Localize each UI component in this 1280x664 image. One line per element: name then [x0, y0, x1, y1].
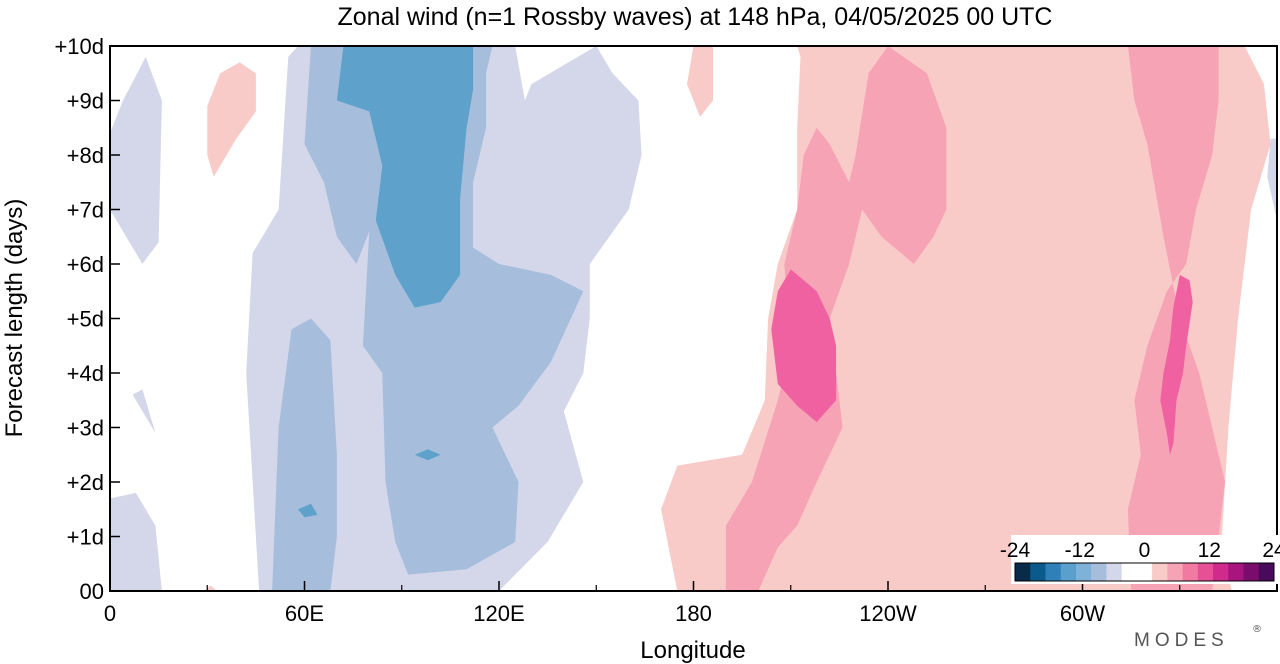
contour-region-pos1-1: [207, 62, 256, 177]
colorbar-swatch-5: [1091, 563, 1107, 581]
modes-watermark: MODES: [1134, 630, 1229, 651]
y-tick-label-6: +6d: [67, 252, 104, 277]
colorbar-swatch-13: [1213, 563, 1229, 581]
x-axis-title: Longitude: [640, 637, 745, 664]
contour-region-neg1-4: [1267, 138, 1277, 221]
plot-area: 0 60E 120E 180 120W 60W 00 +1d +2d +3d +4d +5d +6d +…: [54, 34, 1278, 626]
x-tick-label-4: 120W: [859, 601, 917, 626]
colorbar-label-4: 24: [1262, 539, 1280, 562]
colorbar-frame: [1014, 562, 1275, 582]
colorbar-swatch-6: [1106, 563, 1122, 581]
colorbar-swatch-8: [1136, 563, 1153, 581]
colorbar-label-3: 12: [1198, 539, 1221, 562]
x-tick-label-1: 60E: [285, 601, 324, 626]
contour-region-neg1-1: [110, 56, 162, 265]
registered-mark-icon: ®: [1252, 624, 1262, 635]
colorbar-swatch-4: [1075, 563, 1092, 581]
contour-region-neg3-1: [298, 503, 318, 518]
y-tick-label-7: +7d: [67, 198, 104, 223]
contour-fills: [110, 46, 1277, 591]
colorbar-swatch-1: [1030, 563, 1046, 581]
colorbar-label-0: -24: [1000, 539, 1031, 562]
y-tick-label-10: +10d: [54, 34, 104, 59]
y-axis-title: Forecast length (days): [1, 199, 28, 438]
colorbar-swatch-3: [1060, 563, 1077, 581]
colorbar-swatch-10: [1167, 563, 1183, 581]
colorbar: -24 -12 0 12 24: [1000, 535, 1280, 584]
colorbar-swatch-15: [1243, 563, 1260, 581]
contour-region-pos2-0: [725, 46, 947, 591]
y-tick-label-3: +3d: [67, 416, 104, 441]
colorbar-swatch-0: [1015, 563, 1031, 581]
colorbar-swatch-16: [1258, 563, 1275, 581]
contour-region-pos3-0: [771, 269, 837, 423]
contour-region-pos1-3: [680, 46, 713, 117]
x-tick-label-0: 0: [104, 601, 116, 626]
colorbar-swatch-14: [1228, 563, 1244, 581]
y-tick-label-8: +8d: [67, 143, 104, 168]
contour-region-neg3-0: [336, 46, 474, 308]
y-tick-label-5: +5d: [67, 307, 104, 332]
colorbar-swatch-11: [1182, 563, 1199, 581]
colorbar-label-2: 0: [1139, 539, 1151, 562]
y-tick-label-9: +9d: [67, 89, 104, 114]
y-tick-label-1: +1d: [67, 525, 104, 550]
colorbar-swatch-12: [1197, 563, 1214, 581]
x-tick-label-3: 180: [675, 601, 712, 626]
y-tick-label-4: +4d: [67, 361, 104, 386]
contour-region-neg2-1: [304, 46, 584, 575]
colorbar-swatch-7: [1121, 563, 1138, 581]
y-tick-label-2: +2d: [67, 470, 104, 495]
y-tick-label-0: 00: [80, 579, 104, 604]
x-axis-ticks: 0 60E 120E 180 120W 60W: [104, 581, 1181, 626]
colorbar-label-1: -12: [1065, 539, 1095, 562]
x-tick-label-2: 120E: [473, 601, 524, 626]
colorbar-swatch-9: [1152, 563, 1168, 581]
colorbar-swatch-2: [1045, 563, 1062, 581]
contour-region-neg1-2: [132, 389, 156, 433]
y-axis-ticks: 00 +1d +2d +3d +4d +5d +6d +7d +8d +9d +10d: [54, 34, 120, 604]
contour-region-pos3-1: [1160, 274, 1193, 455]
chart-title: Zonal wind (n=1 Rossby waves) at 148 hPa…: [338, 3, 1053, 31]
contour-region-neg1-0: [110, 492, 162, 591]
contour-region-neg3-2: [414, 449, 441, 461]
contour-region-neg2-0: [272, 318, 337, 591]
x-tick-label-5: 60W: [1060, 601, 1105, 626]
